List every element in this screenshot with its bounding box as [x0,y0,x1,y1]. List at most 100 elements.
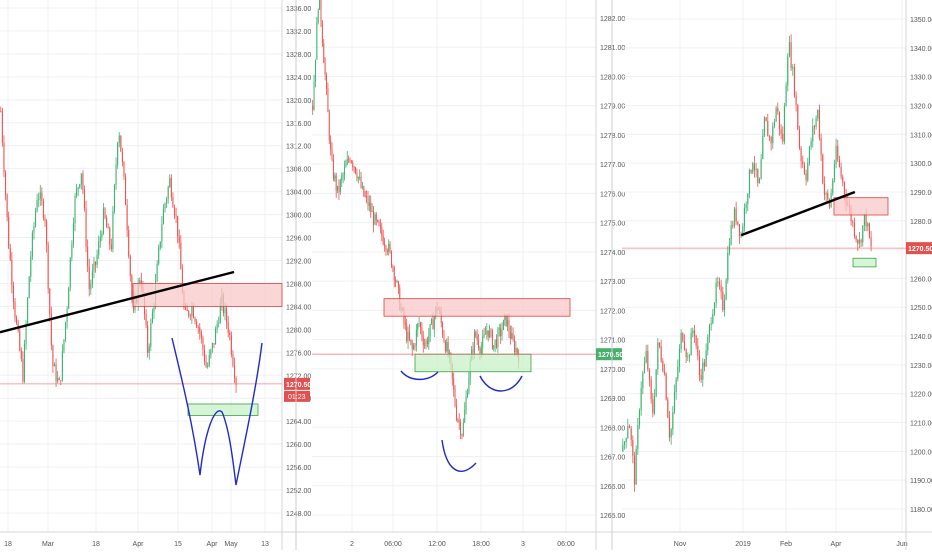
candle-body [371,211,373,213]
y-tick-label: 1270.00 [600,367,625,374]
candle-body [772,125,774,144]
candle-body [64,322,67,340]
candle-body [827,193,829,200]
candle-body [472,349,474,353]
candle-body [748,169,751,194]
candle-body [8,217,10,248]
candle-body [446,342,448,352]
candle-body [670,429,672,438]
candle-body [350,161,352,163]
candle-body [443,335,445,342]
candle-body [12,285,14,302]
candle-body [842,176,844,183]
candle-body [698,355,701,375]
candle-body [109,227,111,245]
y-tick-label: 1276.00 [600,191,625,198]
candle-body [793,67,796,96]
candle-body [777,108,779,112]
candle-body [161,224,163,242]
candle-body [87,246,89,267]
candle-body [88,266,90,290]
candle-body [638,410,641,426]
candle-body [319,0,321,10]
y-tick-label: 1284.00 [286,304,311,311]
candle-body [475,332,477,337]
last-price-label: 1270.50 [908,246,932,253]
candle-body [406,324,408,342]
candle-body [655,369,657,396]
candle-body [494,339,496,346]
y-tick-label: 1271.00 [600,338,625,345]
resistance-zone [383,298,571,317]
candle-body [83,189,86,209]
candle-body [478,340,480,348]
candle-body [151,311,153,323]
candle-body [855,236,857,240]
candle-body [47,244,49,289]
x-tick-label: Mar [42,541,55,548]
candle-body [838,159,841,167]
candle-body [373,211,374,225]
y-tick-label: 1248.00 [286,511,311,518]
candle-body [718,281,721,286]
candle-body [210,349,212,355]
x-tick-label: Apr [133,541,145,548]
candle-body [150,322,152,347]
candle-body [334,175,336,179]
candle-body [113,185,116,212]
y-tick-label: 1277.00 [600,162,625,169]
candle-body [224,308,226,314]
candle-body [690,333,692,356]
y-tick-label: 1310.00 [910,132,932,139]
candle-body [773,121,776,126]
candle-body [343,167,345,175]
candle-body [813,126,816,127]
candle-body [496,339,497,348]
candle-body [708,324,711,338]
candle-body [418,323,420,325]
candle-body [458,420,460,423]
candle-body [314,59,316,82]
candle-body [857,239,859,244]
candle-body [695,335,697,346]
candle-body [755,168,757,171]
candle-body [106,217,108,228]
candle-body [367,196,369,206]
candle-body [735,208,737,222]
candle-body [178,236,180,243]
x-tick-label: 18 [92,541,100,548]
head-curve [441,439,477,472]
y-tick-label: 1180.00 [910,507,932,514]
candle-body [197,327,199,329]
candle-body [860,239,862,243]
y-tick-label: 1304.00 [286,190,311,197]
candle-body [57,377,59,382]
candle-body [473,332,475,353]
candle-body [312,105,314,110]
candle-body [800,148,802,162]
candle-body [1,111,3,143]
candle-body [653,395,656,414]
candle-body [479,347,481,354]
candle-body [218,323,220,324]
candle-body [229,332,231,336]
y-tick-label: 1280.00 [286,327,311,334]
candle-body [342,174,344,177]
candle-body [169,178,171,188]
candle-body [657,342,659,370]
candle-body [25,323,27,344]
candle-body [117,143,119,165]
candle-body [121,151,123,162]
candle-body [509,332,511,339]
candle-body [338,185,340,193]
candle-body [780,129,782,134]
x-tick-label: 18 [4,541,12,548]
left-shoulder-curve [400,370,439,381]
candle-body [82,173,84,190]
support-zone [852,257,877,268]
candle-body [515,348,517,353]
candle-body [156,263,158,282]
candle-body [74,195,76,224]
candle-body [792,67,794,69]
candle-body [705,350,707,367]
